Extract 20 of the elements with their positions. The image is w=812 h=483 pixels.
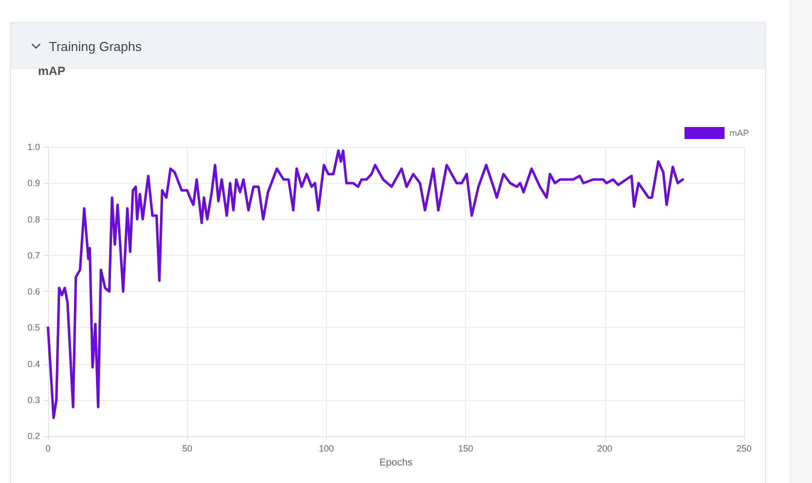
x-tick-label: 150 xyxy=(458,444,474,454)
y-tick-label: 0.6 xyxy=(27,286,40,296)
y-tick-label: 1.0 xyxy=(27,142,40,152)
x-tick-label: 200 xyxy=(597,444,612,454)
y-tick-label: 0.5 xyxy=(27,322,40,333)
x-tick-label: 250 xyxy=(736,444,752,454)
y-tick-label: 0.3 xyxy=(27,394,40,405)
legend-label: mAP xyxy=(729,128,750,138)
y-tick-label: 0.7 xyxy=(27,250,40,260)
y-tick-label: 0.8 xyxy=(27,214,40,224)
x-tick-label: 100 xyxy=(318,444,334,454)
y-tick-label: 0.2 xyxy=(27,431,40,441)
chart-title: Training Graphs xyxy=(49,38,142,54)
x-tick-label: 50 xyxy=(182,444,192,454)
y-tick-label: 0.4 xyxy=(27,358,40,369)
chart-subtitle: mAP xyxy=(38,64,66,78)
x-tick-label: 0 xyxy=(45,444,51,454)
y-tick-label: 0.9 xyxy=(27,178,40,188)
line-series xyxy=(46,149,684,420)
x-axis-title: Epochs xyxy=(379,457,413,468)
